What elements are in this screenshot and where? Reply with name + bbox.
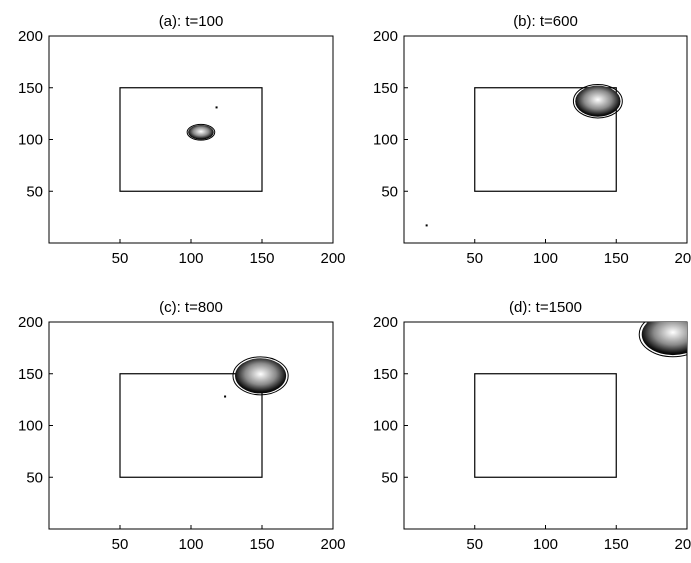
blob-b-0	[575, 85, 621, 117]
panel-d: (d): t=1500 50 100 150 200 50 100 150 200	[373, 299, 691, 553]
inner-rectangle-a	[119, 87, 263, 192]
inner-rectangle-c	[119, 373, 263, 478]
x-tick-label-a-100: 100	[178, 250, 203, 267]
y-tick-label-a-100: 100	[18, 132, 43, 149]
x-tick-label-d-200: 200	[674, 536, 691, 553]
blob-outline-b-0	[572, 83, 623, 119]
y-tick-label-c-200: 200	[18, 314, 43, 331]
axes-frame-a	[48, 35, 334, 244]
x-tick-label-c-100: 100	[178, 536, 203, 553]
y-tick-label-b-50: 50	[381, 183, 398, 200]
blob-a-0	[188, 125, 214, 140]
x-tick-label-c-150: 150	[249, 536, 274, 553]
y-tick-label-d-150: 150	[373, 366, 398, 383]
x-tick-label-d-50: 50	[466, 536, 483, 553]
x-tick-label-a-50: 50	[112, 250, 129, 267]
x-tick-label-b-50: 50	[466, 250, 483, 267]
panel-a: (a): t=100 50 100 150 200 50 100 150 200	[18, 13, 346, 267]
axes-frame-d	[403, 321, 688, 530]
y-tick-label-d-100: 100	[373, 418, 398, 435]
y-tick-label-b-150: 150	[373, 80, 398, 97]
y-tick-label-a-150: 150	[18, 80, 43, 97]
y-tick-label-a-200: 200	[18, 28, 43, 45]
speck-a-0	[215, 106, 218, 109]
y-tick-label-c-150: 150	[18, 366, 43, 383]
y-tick-label-c-50: 50	[26, 469, 43, 486]
panel-title-d: (d): t=1500	[509, 299, 582, 316]
axes-frame-b	[403, 35, 688, 244]
y-tick-label-b-100: 100	[373, 132, 398, 149]
x-tick-label-a-150: 150	[249, 250, 274, 267]
x-tick-label-b-200: 200	[674, 250, 691, 267]
x-tick-label-c-200: 200	[320, 536, 345, 553]
y-tick-label-a-50: 50	[26, 183, 43, 200]
y-tick-label-d-200: 200	[373, 314, 398, 331]
blob-c-0	[235, 358, 287, 394]
y-tick-label-b-200: 200	[373, 28, 398, 45]
x-tick-label-b-150: 150	[604, 250, 629, 267]
inner-rectangle-b	[474, 87, 617, 192]
x-tick-label-b-100: 100	[533, 250, 558, 267]
panel-b: (b): t=600 50 100 150 200 50 100 150 200	[373, 13, 691, 267]
axes-frame-c	[48, 321, 334, 530]
x-tick-label-a-200: 200	[320, 250, 345, 267]
panel-title-c: (c): t=800	[159, 299, 223, 316]
x-tick-label-c-50: 50	[112, 536, 129, 553]
panel-c: (c): t=800 50 100 150 200 50 100 150 200	[18, 299, 346, 553]
blob-outline-a-0	[186, 123, 216, 141]
blob-outline-c-0	[232, 356, 289, 396]
x-tick-label-d-150: 150	[604, 536, 629, 553]
speck-b-0	[425, 224, 428, 227]
y-tick-label-d-50: 50	[381, 469, 398, 486]
inner-rectangle-d	[474, 373, 617, 478]
y-tick-label-c-100: 100	[18, 418, 43, 435]
blob-d-0	[641, 322, 687, 356]
blob-outline-d-0	[638, 322, 687, 358]
x-tick-label-d-100: 100	[533, 536, 558, 553]
speck-c-0	[224, 395, 227, 398]
panel-title-a: (a): t=100	[159, 13, 224, 30]
panel-title-b: (b): t=600	[513, 13, 578, 30]
